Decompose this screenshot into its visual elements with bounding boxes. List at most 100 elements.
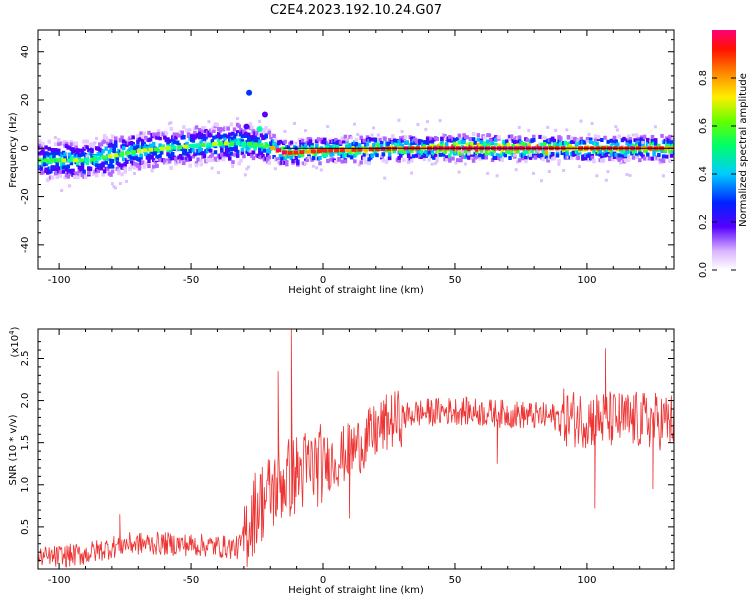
spectrogram-cell (250, 153, 254, 158)
spectrogram-cell (41, 141, 45, 146)
spectrogram-cell (375, 153, 379, 158)
spectrogram-faint-cell (53, 136, 57, 140)
spectrogram-faint-cell (565, 128, 569, 132)
spectrogram-cell (101, 161, 105, 166)
spectrogram-cell (672, 140, 674, 145)
spectrogram-cell (128, 136, 132, 141)
spectrogram-faint-cell (117, 168, 121, 172)
spectrogram-faint-cell (462, 149, 466, 153)
spectrogram-cell (41, 147, 45, 152)
spectrogram-peak-cell (177, 145, 183, 150)
spectrogram-cell (66, 174, 71, 179)
spectrogram-cell (226, 126, 230, 131)
spectrogram-peak-cell (194, 143, 200, 148)
spectrogram-cell (476, 137, 481, 142)
spectrogram-cell (58, 173, 63, 178)
spectrogram-faint-cell (422, 157, 426, 161)
spectrogram-cell (129, 164, 134, 169)
spectrogram-cell (300, 144, 305, 149)
spectrogram-faint-cell (577, 165, 581, 169)
spectrogram-peak-cell (217, 141, 223, 146)
spectrogram-cell (57, 166, 61, 171)
figure-title: C2E4.2023.192.10.24.G07 (270, 3, 442, 18)
spectrogram-faint-cell (72, 141, 76, 145)
spectrogram-cell (259, 151, 264, 156)
spectrogram-cell (120, 172, 124, 177)
spectrogram-cell (52, 151, 56, 156)
spectrogram-cell (661, 154, 666, 159)
spectrogram-faint-cell (604, 178, 608, 182)
spectrogram-faint-cell (661, 174, 665, 178)
spectrogram-faint-cell (460, 150, 464, 154)
spectrogram-cell (532, 138, 536, 143)
spectrogram-cell (308, 139, 313, 144)
spectrogram-faint-cell (248, 149, 252, 153)
y-tick-label: 20 (20, 94, 31, 107)
spectrogram-cell (229, 122, 234, 127)
spectrogram-faint-cell (547, 169, 551, 173)
spectrogram-cell (395, 143, 400, 148)
spectrogram-cell (202, 138, 207, 143)
spectrogram-cell (250, 135, 254, 140)
spectrogram-cell (627, 157, 631, 162)
spectrogram-cell (406, 153, 411, 158)
spectrogram-cell (611, 157, 615, 162)
spectrogram-cell (254, 131, 259, 136)
spectrogram-cell (600, 138, 604, 143)
spectrogram-cell (611, 140, 615, 145)
spectrogram-cell (657, 153, 661, 158)
spectrogram-cell (482, 135, 487, 140)
spectrogram-cell (231, 160, 235, 165)
spectrogram-cell (318, 155, 322, 160)
spectrogram-cell (380, 140, 384, 145)
spectrogram-cell (50, 175, 55, 180)
spectrogram-faint-cell (63, 140, 67, 144)
spectrogram-peak-cell (316, 149, 322, 154)
spectrogram-cell (191, 154, 196, 159)
spectrogram-cell (365, 143, 370, 148)
spectrogram-cell (300, 153, 305, 158)
spectrogram-cell (362, 152, 367, 157)
spectrogram-cell (199, 147, 204, 152)
spectrogram-cell (381, 158, 386, 163)
spectrogram-cell (354, 143, 359, 148)
spectrogram-cell (63, 152, 67, 157)
spectrogram-cell (528, 155, 533, 160)
spectrogram-faint-cell (627, 155, 631, 159)
spectrogram-cell (69, 142, 74, 147)
spectrogram-faint-cell (576, 138, 580, 142)
spectrogram-peak-cell (43, 158, 49, 163)
spectrogram-faint-cell (129, 135, 133, 139)
spectrogram-cell (240, 151, 245, 156)
spectrogram-faint-cell (110, 182, 114, 186)
spectrogram-faint-cell (619, 161, 623, 165)
spectrogram-cell (139, 155, 143, 160)
spectrogram-faint-cell (353, 122, 357, 126)
spectrogram-cell (430, 139, 435, 144)
spectrogram-cell (582, 140, 587, 145)
spectrogram-cell (343, 159, 348, 164)
spectrogram-cell (215, 123, 219, 128)
spectrogram-cell (646, 152, 650, 157)
spectrogram-cell (228, 136, 232, 141)
spectrogram-cell (373, 138, 378, 143)
spectrogram-cell (169, 126, 173, 131)
spectrogram-cell (74, 144, 78, 149)
spectrogram-cell (663, 138, 667, 143)
spectrogram-peak-cell (113, 153, 119, 158)
spectrogram-cell (110, 164, 115, 169)
spectrogram-cell (202, 126, 207, 131)
spectrogram-cell (247, 136, 251, 141)
spectrogram-cell (139, 131, 143, 136)
spectrogram-cell (438, 152, 443, 157)
spectrogram-cell (424, 149, 428, 154)
spectrogram-cell (171, 152, 175, 157)
spectrogram-cell (581, 156, 585, 161)
spectrogram-cell (289, 140, 294, 145)
spectrogram-cell (83, 175, 88, 180)
spectrogram-cell (193, 130, 197, 135)
spectrogram-cell (58, 170, 63, 175)
spectrogram-cell (131, 152, 135, 157)
spectrogram-peak-cell (229, 141, 235, 146)
spectrogram-cell (345, 142, 349, 147)
